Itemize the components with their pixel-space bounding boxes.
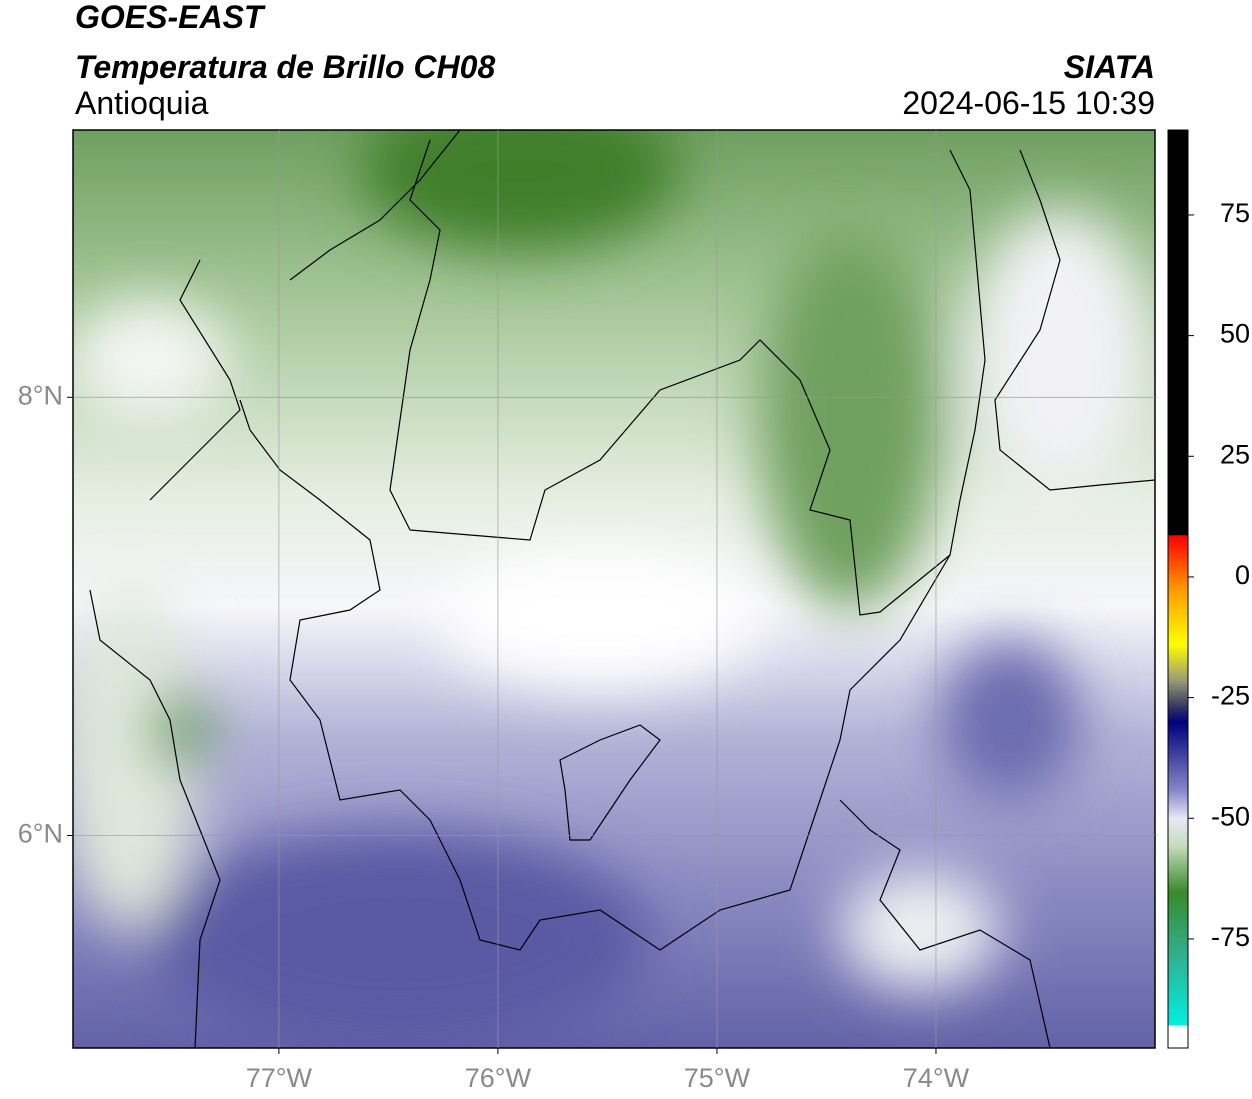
colorbar-tick-label: -25: [1211, 681, 1250, 711]
x-tick-label: 76°W: [465, 1063, 532, 1093]
datetime: 2024-06-15 10:39: [902, 85, 1155, 121]
colorbar-tick-label: -75: [1211, 922, 1250, 952]
map-image: [73, 130, 1155, 1048]
colorbar: [1167, 129, 1189, 1049]
subtitle: Temperatura de Brillo CH08: [75, 49, 495, 85]
colorbar-tick-label: -50: [1211, 801, 1250, 831]
x-tick-label: 74°W: [903, 1063, 970, 1093]
x-tick-label: 77°W: [246, 1063, 313, 1093]
colorbar-tick-label: 0: [1235, 560, 1250, 590]
x-tick-label: 75°W: [684, 1063, 751, 1093]
colorbar-tick-label: 75: [1220, 198, 1250, 228]
source: SIATA: [1064, 49, 1155, 85]
colorbar-tick-label: 25: [1220, 439, 1250, 469]
map-frame: [72, 129, 1156, 1049]
y-tick-label: 6°N: [18, 819, 63, 849]
y-tick-label: 8°N: [18, 380, 63, 410]
colorbar-tick-label: 50: [1220, 319, 1250, 349]
region: Antioquia: [75, 85, 209, 121]
title: GOES-EAST: [75, 0, 266, 35]
